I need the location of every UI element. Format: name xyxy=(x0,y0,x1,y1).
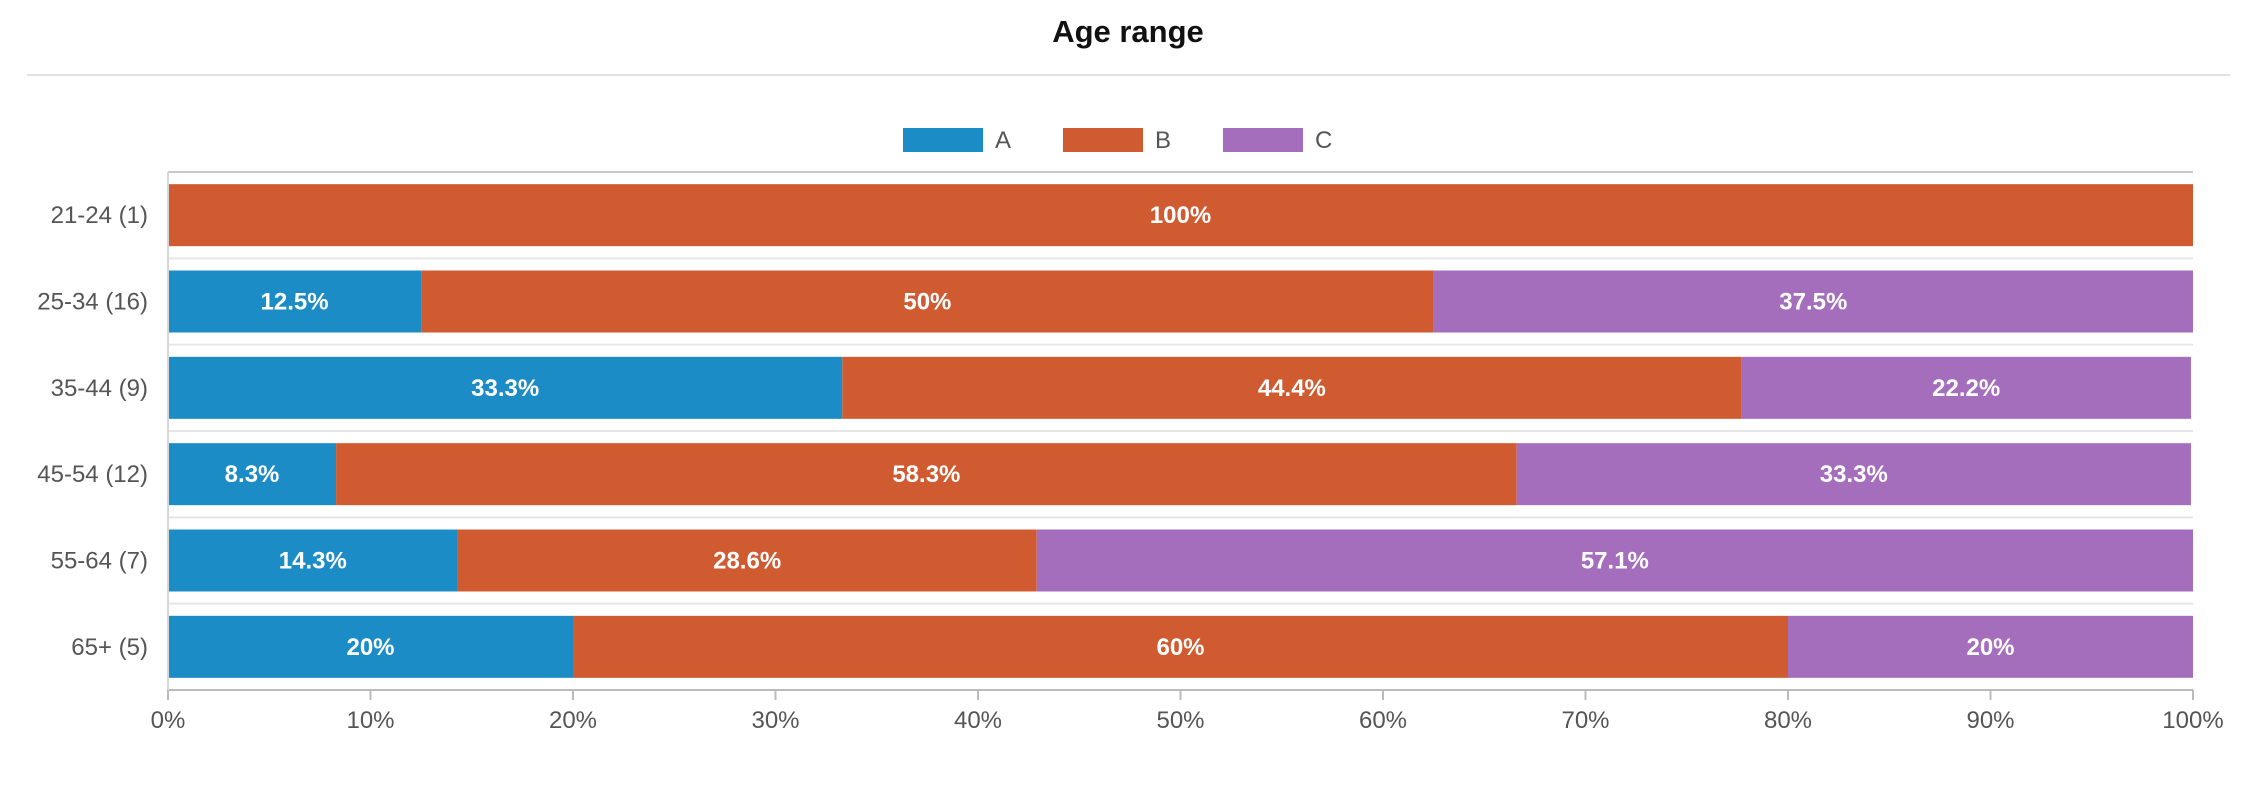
data-label-c: 57.1% xyxy=(1581,548,1649,575)
legend-swatch-a xyxy=(903,128,983,152)
bar-c xyxy=(1788,615,2193,678)
data-label-a: 33.3% xyxy=(471,375,539,402)
bar-b xyxy=(842,356,1742,419)
x-tick-label: 20% xyxy=(549,707,597,734)
bar-c xyxy=(1516,443,2191,506)
x-tick-label: 40% xyxy=(954,707,1002,734)
data-label-c: 33.3% xyxy=(1820,461,1888,488)
data-label-b: 44.4% xyxy=(1258,375,1326,402)
data-label-c: 22.2% xyxy=(1932,375,2000,402)
bar-a xyxy=(168,270,422,333)
bar-c xyxy=(1036,529,2193,592)
category-label: 35-44 (9) xyxy=(51,375,148,402)
bar-b xyxy=(573,615,1788,678)
category-label: 65+ (5) xyxy=(71,634,148,661)
legend-label-a: A xyxy=(995,127,1011,154)
data-label-a: 14.3% xyxy=(279,548,347,575)
category-label: 25-34 (16) xyxy=(37,289,148,316)
data-label-b: 58.3% xyxy=(892,461,960,488)
legend-label-c: C xyxy=(1315,127,1332,154)
chart-title: Age range xyxy=(1052,14,1204,49)
category-label: 21-24 (1) xyxy=(51,202,148,229)
x-tick-label: 60% xyxy=(1359,707,1407,734)
x-tick-label: 80% xyxy=(1764,707,1812,734)
data-label-b: 60% xyxy=(1156,634,1204,661)
title-divider xyxy=(27,74,2230,76)
data-label-a: 8.3% xyxy=(225,461,280,488)
data-label-b: 50% xyxy=(903,289,951,316)
data-label-b: 28.6% xyxy=(713,548,781,575)
bar-b xyxy=(457,529,1037,592)
bar-c xyxy=(1741,356,2191,419)
data-label-a: 20% xyxy=(346,634,394,661)
data-label-c: 37.5% xyxy=(1779,289,1847,316)
category-label: 45-54 (12) xyxy=(37,461,148,488)
x-tick-label: 30% xyxy=(751,707,799,734)
bar-a xyxy=(168,356,843,419)
bar-a xyxy=(168,529,458,592)
data-label-b: 100% xyxy=(1150,202,1211,229)
bar-b xyxy=(421,270,1434,333)
legend-swatch-b xyxy=(1063,128,1143,152)
bar-b xyxy=(336,443,1517,506)
x-tick-label: 100% xyxy=(2162,707,2223,734)
x-tick-label: 70% xyxy=(1561,707,1609,734)
bar-a xyxy=(168,615,573,678)
x-tick-label: 0% xyxy=(151,707,186,734)
x-tick-label: 90% xyxy=(1966,707,2014,734)
x-tick-label: 10% xyxy=(346,707,394,734)
bar-c xyxy=(1433,270,2193,333)
data-label-c: 20% xyxy=(1966,634,2014,661)
category-label: 55-64 (7) xyxy=(51,548,148,575)
legend-swatch-c xyxy=(1223,128,1303,152)
legend-label-b: B xyxy=(1155,127,1171,154)
bar-a xyxy=(168,443,337,506)
bar-b xyxy=(168,184,2193,247)
x-tick-label: 50% xyxy=(1156,707,1204,734)
data-label-a: 12.5% xyxy=(261,289,329,316)
